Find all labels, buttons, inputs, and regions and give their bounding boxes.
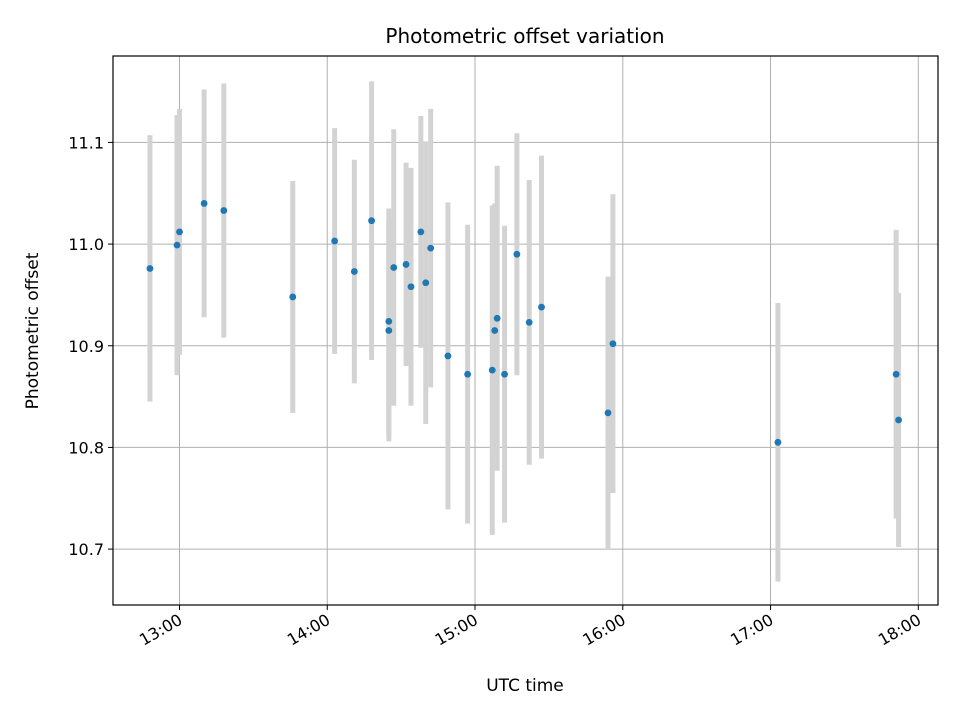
data-point xyxy=(176,228,183,236)
data-point xyxy=(491,327,499,334)
data-point xyxy=(220,207,228,214)
x-tick-label: 18:00 xyxy=(875,610,924,650)
y-tick-label: 11.1 xyxy=(68,133,104,152)
x-tick-label: 16:00 xyxy=(579,610,628,650)
data-point xyxy=(609,340,617,348)
data-point xyxy=(493,314,501,322)
x-tick-label: 14:00 xyxy=(284,610,333,650)
data-point xyxy=(513,250,521,258)
y-axis-title: Photometric offset xyxy=(23,252,43,409)
data-point xyxy=(402,261,410,268)
data-point xyxy=(200,200,208,207)
chart-title: Photometric offset variation xyxy=(385,24,664,48)
data-point xyxy=(895,416,902,424)
data-point xyxy=(444,352,452,360)
y-tick-label: 10.7 xyxy=(68,540,104,559)
data-point xyxy=(385,327,393,334)
x-tick-label: 17:00 xyxy=(727,610,776,650)
x-axis-title: UTC time xyxy=(486,676,564,696)
y-tick-layer: 10.7 10.8 10.9 11.0 11.1 xyxy=(68,133,113,559)
data-point xyxy=(892,370,900,378)
grid-layer xyxy=(113,56,938,605)
axes-frame xyxy=(112,55,939,606)
y-tick-label: 10.9 xyxy=(68,337,104,356)
data-point xyxy=(390,264,398,271)
data-point xyxy=(417,228,425,236)
x-tick-label: 15:00 xyxy=(432,610,481,650)
data-point xyxy=(774,438,782,446)
errorbar-layer xyxy=(147,81,902,582)
y-tick-label: 10.8 xyxy=(68,438,104,457)
data-point xyxy=(488,366,496,374)
data-point xyxy=(173,241,181,249)
data-point xyxy=(422,279,430,287)
data-point xyxy=(350,268,358,275)
data-point xyxy=(385,317,393,325)
data-point xyxy=(407,283,415,291)
data-point xyxy=(146,265,154,272)
point-layer xyxy=(146,200,902,446)
y-tick-label: 11.0 xyxy=(68,235,104,254)
data-point xyxy=(538,303,545,311)
x-tick-layer: 13:00 14:00 15:00 16:00 17:00 18:00 xyxy=(136,605,924,650)
data-point xyxy=(368,217,375,225)
x-tick-label: 13:00 xyxy=(136,610,185,650)
data-point xyxy=(331,237,339,245)
data-point xyxy=(501,370,508,378)
data-point xyxy=(289,293,297,301)
data-point xyxy=(604,409,612,417)
data-point xyxy=(525,318,533,326)
data-point xyxy=(464,370,472,378)
data-point xyxy=(427,244,435,252)
